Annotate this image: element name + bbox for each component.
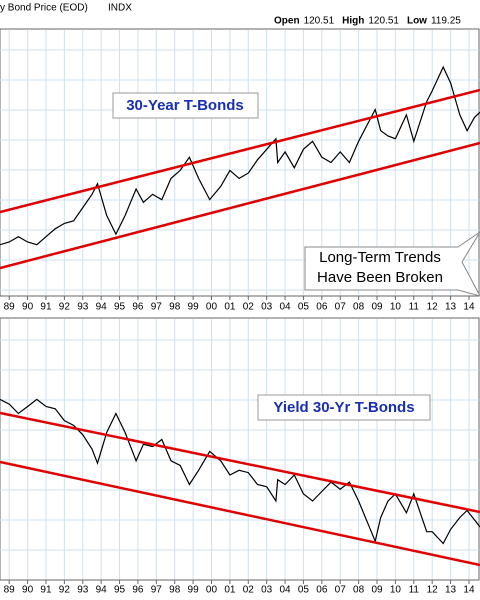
x-tick-label: 90 — [22, 302, 34, 313]
annotation: 30-Year T-Bonds — [126, 97, 244, 114]
x-tick-label: 12 — [427, 302, 439, 313]
x-tick-label: 09 — [371, 302, 383, 313]
quote-value: 120.51 — [368, 16, 399, 27]
trend-lines — [0, 88, 480, 567]
x-tick-label: 10 — [390, 585, 402, 596]
quote-label: Open — [274, 16, 300, 27]
x-axis: 89 90 91 92 93 94 95 96 97 98 99 00 01 02 03 04 05 06 07 08… — [4, 296, 475, 596]
x-tick-label: 13 — [445, 585, 457, 596]
x-tick-label: 04 — [279, 585, 291, 596]
quote-value: 119.25 — [431, 16, 461, 27]
x-tick-label: 91 — [40, 302, 52, 313]
x-tick-label: 96 — [132, 585, 144, 596]
annotation: Yield 30-Yr T-Bonds — [273, 399, 414, 416]
x-tick-label: 89 — [4, 585, 16, 596]
callout-box — [304, 231, 480, 297]
label-box — [112, 92, 259, 119]
x-tick-label: 01 — [224, 585, 236, 596]
quote-value: 120.51 — [304, 16, 335, 27]
quote-label: High — [342, 16, 364, 27]
x-tick-label: 97 — [151, 585, 163, 596]
x-tick-label: 96 — [132, 302, 144, 313]
panel-bottom — [0, 317, 480, 581]
x-tick-label: 03 — [261, 302, 273, 313]
price-line — [0, 65, 480, 246]
x-tick-label: 07 — [335, 585, 347, 596]
annotation-box: 30-Year T-Bonds — [112, 92, 259, 119]
x-tick-label: 02 — [243, 302, 255, 313]
x-tick-label: 13 — [445, 302, 457, 313]
exchange: INDX — [108, 3, 132, 14]
annotation-box: Yield 30-Yr T-Bonds — [257, 394, 431, 421]
annotation: Long-Term Trends — [319, 249, 441, 266]
trend-line — [0, 460, 480, 567]
x-tick-label: 08 — [353, 585, 365, 596]
x-tick-label: 95 — [114, 585, 126, 596]
x-tick-label: 94 — [96, 585, 108, 596]
trend-line — [0, 88, 480, 214]
x-tick-label: 89 — [4, 302, 16, 313]
x-tick-label: 93 — [77, 585, 89, 596]
x-tick-label: 99 — [188, 585, 200, 596]
h-grid — [0, 49, 479, 551]
trend-line — [0, 411, 480, 514]
callout: Long-Term Trends Have Been Broken — [304, 231, 480, 297]
x-tick-label: 11 — [409, 585, 420, 596]
x-tick-label: 03 — [261, 585, 273, 596]
x-tick-label: 91 — [40, 585, 52, 596]
x-tick-label: 98 — [169, 302, 181, 313]
x-tick-label: 09 — [371, 585, 383, 596]
x-tick-label: 94 — [96, 302, 108, 313]
quote-label: Low — [407, 16, 427, 27]
x-tick-label: 14 — [463, 302, 475, 313]
x-tick-label: 12 — [427, 585, 439, 596]
x-tick-label: 97 — [151, 302, 163, 313]
x-tick-label: 93 — [77, 302, 89, 313]
x-tick-label: 98 — [169, 585, 181, 596]
x-tick-label: 02 — [243, 585, 255, 596]
chart-title: y Bond Price (EOD) — [0, 3, 88, 14]
x-tick-label: 06 — [316, 302, 328, 313]
series — [0, 65, 480, 545]
x-tick-label: 07 — [335, 302, 347, 313]
x-tick-label: 01 — [224, 302, 236, 313]
price-line — [0, 398, 480, 545]
x-tick-label: 05 — [298, 585, 310, 596]
x-tick-label: 14 — [463, 585, 475, 596]
trend-line — [0, 141, 480, 270]
x-tick-label: 08 — [353, 302, 365, 313]
x-tick-label: 06 — [316, 585, 328, 596]
x-tick-label: 95 — [114, 302, 126, 313]
x-tick-label: 92 — [59, 585, 71, 596]
x-tick-label: 04 — [279, 302, 291, 313]
x-tick-label: 00 — [206, 585, 218, 596]
x-tick-label: 10 — [390, 302, 402, 313]
x-tick-label: 05 — [298, 302, 310, 313]
x-tick-label: 00 — [206, 302, 218, 313]
x-tick-label: 92 — [59, 302, 71, 313]
x-tick-label: 99 — [188, 302, 200, 313]
x-tick-label: 90 — [22, 585, 34, 596]
quote: Open 120.51 High 120.51 Low 119.25 — [274, 16, 461, 27]
annotation: Have Been Broken — [317, 269, 443, 286]
label-box — [257, 394, 431, 421]
x-tick-label: 11 — [409, 302, 420, 313]
